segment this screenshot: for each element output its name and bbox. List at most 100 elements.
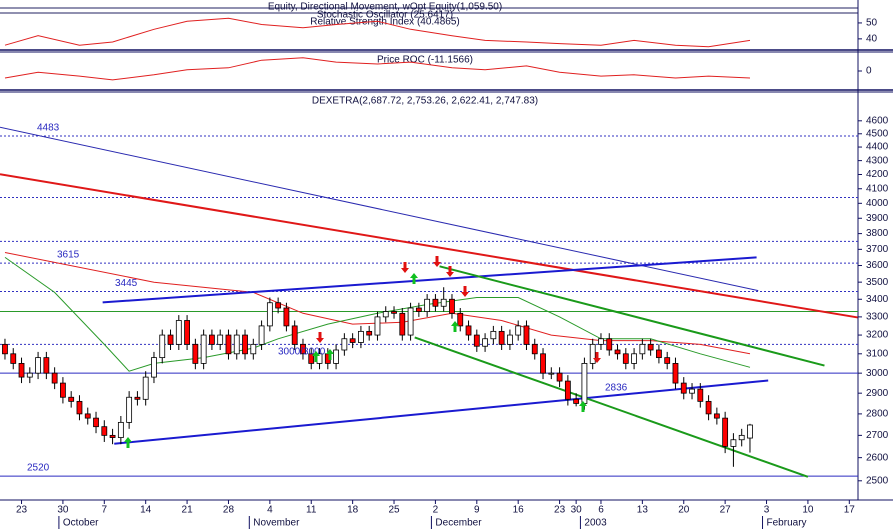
y-tick-label: 3200	[866, 330, 889, 341]
y-tick-label: 3300	[866, 312, 889, 323]
x-tick-label: 20	[678, 505, 690, 516]
candle-body	[10, 353, 17, 364]
y-tick-label: 2800	[866, 409, 889, 420]
trend-line	[114, 379, 769, 445]
candle-body	[730, 439, 737, 447]
x-tick-label: 3	[764, 505, 770, 516]
candle-body	[656, 349, 662, 359]
x-tick-label: 23	[16, 505, 28, 516]
buy-arrow	[410, 273, 418, 284]
candle-body	[606, 338, 613, 351]
x-tick-label: 9	[474, 505, 480, 516]
y-tick-label: 2500	[866, 475, 889, 486]
candle-body	[415, 307, 422, 312]
candle-body	[333, 349, 339, 364]
panel-frames	[0, 0, 893, 501]
y-tick-label: 2700	[866, 430, 889, 441]
candle-body	[407, 307, 414, 336]
candle-body	[424, 298, 431, 312]
candle-body	[142, 376, 149, 400]
candle-body	[283, 307, 290, 327]
candle-body	[490, 330, 497, 340]
candle-body	[631, 353, 637, 364]
y-tick-label: 3600	[866, 260, 889, 271]
candle-body	[440, 298, 447, 307]
candle-body	[117, 421, 124, 438]
candle-body	[242, 334, 248, 355]
candle-body	[664, 357, 671, 364]
level-label: 3445	[115, 278, 138, 289]
y-tick-label: 2900	[866, 388, 889, 399]
x-tick-label: 7	[102, 505, 108, 516]
candle-body	[159, 334, 166, 359]
y-tick-label: 3400	[866, 294, 889, 305]
candle-body	[523, 325, 530, 345]
candle-body	[291, 325, 298, 345]
candle-body	[482, 338, 488, 347]
panel-label: Price ROC (-11.1566)	[377, 55, 473, 66]
candle-body	[573, 398, 580, 404]
candle-body	[647, 343, 654, 351]
candle-body	[449, 298, 455, 314]
y-tick-label: 0	[866, 66, 872, 77]
y-tick-label: 4500	[866, 128, 889, 139]
candle-body	[35, 357, 41, 374]
candle-body	[308, 353, 315, 364]
x-tick-label: 23	[554, 505, 566, 516]
y-tick-label: 4600	[866, 115, 889, 126]
y-tick-label: 4200	[866, 169, 889, 180]
candle-body	[275, 302, 282, 309]
indicator-line	[4, 57, 751, 81]
candle-body	[366, 330, 373, 336]
trend-line	[102, 256, 757, 304]
y-tick-label: 3800	[866, 228, 889, 239]
annotation: 2836	[605, 383, 628, 394]
level-label: 4483	[37, 123, 60, 134]
candle-body	[349, 338, 356, 343]
sell-arrow	[401, 262, 409, 273]
x-tick-label: 4	[267, 505, 273, 516]
candle-body	[175, 320, 182, 345]
level-label: 2520	[27, 463, 50, 474]
candle-body	[465, 325, 472, 336]
candle-body	[184, 320, 190, 345]
candle-body	[531, 343, 538, 355]
candle-body	[589, 343, 596, 364]
candle-body	[84, 413, 91, 419]
candle-body	[540, 353, 546, 374]
level-label: 3615	[57, 250, 80, 261]
candle-body	[200, 334, 207, 364]
candle-body	[705, 400, 712, 415]
y-tick-label: 4300	[866, 155, 889, 166]
trend-line	[0, 173, 858, 319]
x-tick-label: 14	[140, 505, 152, 516]
candle-body	[167, 334, 174, 345]
candle-body	[564, 380, 571, 400]
candle-body	[473, 334, 480, 347]
month-label: November	[253, 518, 300, 529]
sell-arrow	[433, 256, 441, 267]
candle-body	[341, 338, 348, 351]
indicator-line	[4, 17, 751, 48]
y-tick-label: 3900	[866, 213, 889, 224]
candle-body	[192, 343, 199, 364]
candle-body	[639, 343, 646, 355]
candle-body	[738, 434, 745, 441]
candle-body	[556, 372, 563, 382]
candle-body	[358, 330, 364, 343]
candle-body	[266, 302, 273, 327]
candle-body	[507, 334, 513, 345]
buy-arrow	[124, 437, 132, 448]
candle-body	[457, 312, 464, 327]
candle-body	[498, 330, 505, 345]
candle-body	[697, 388, 704, 402]
x-tick-label: 28	[223, 505, 235, 516]
candle-body	[18, 363, 25, 378]
buy-arrow	[451, 321, 459, 332]
candle-body	[60, 382, 66, 398]
sell-arrow	[593, 352, 601, 363]
chart-title: DEXETRA(2,687.72, 2,753.26, 2,622.41, 2,…	[312, 96, 538, 107]
candle-body	[101, 426, 108, 436]
